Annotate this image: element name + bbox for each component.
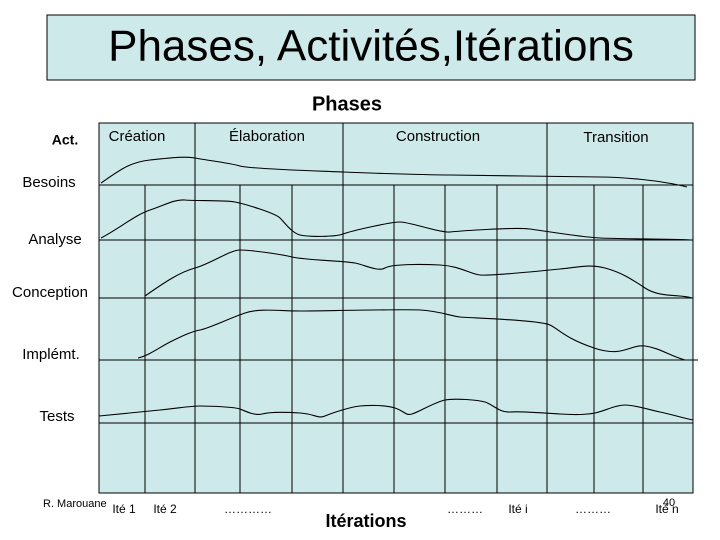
- activity-label: Implémt.: [22, 346, 80, 363]
- activity-lines: [99, 184, 698, 424]
- effort-curves: [98, 156, 694, 421]
- footer-author: R. Marouane: [43, 498, 107, 510]
- iteration-label: Ité i: [508, 502, 527, 516]
- phase-label: Élaboration: [229, 128, 305, 145]
- iteration-label: ………: [575, 502, 611, 516]
- activity-label: Conception: [12, 284, 88, 301]
- iteration-label: ………: [447, 502, 483, 516]
- chart-box: [98, 122, 694, 494]
- phases-title: Phases: [312, 93, 382, 115]
- iteration-lines: [144, 185, 644, 493]
- footer-page: 40: [663, 497, 675, 509]
- title-box: [46, 14, 696, 81]
- phase-label: Création: [109, 128, 166, 145]
- activity-label: Tests: [39, 408, 74, 425]
- activities-title: Act.: [52, 132, 78, 148]
- phase-label: Construction: [396, 128, 480, 145]
- phase-label: Transition: [583, 129, 648, 146]
- iterations-title: Itérations: [325, 511, 406, 531]
- activity-label: Besoins: [22, 174, 75, 191]
- iteration-label: …………: [224, 502, 272, 516]
- iteration-label: Ité n: [655, 502, 678, 516]
- iteration-label: Ité 1: [112, 502, 136, 516]
- iteration-label: Ité 2: [153, 502, 177, 516]
- activity-label: Analyse: [28, 231, 81, 248]
- slide-title: Phases, Activités,Itérations: [108, 22, 634, 71]
